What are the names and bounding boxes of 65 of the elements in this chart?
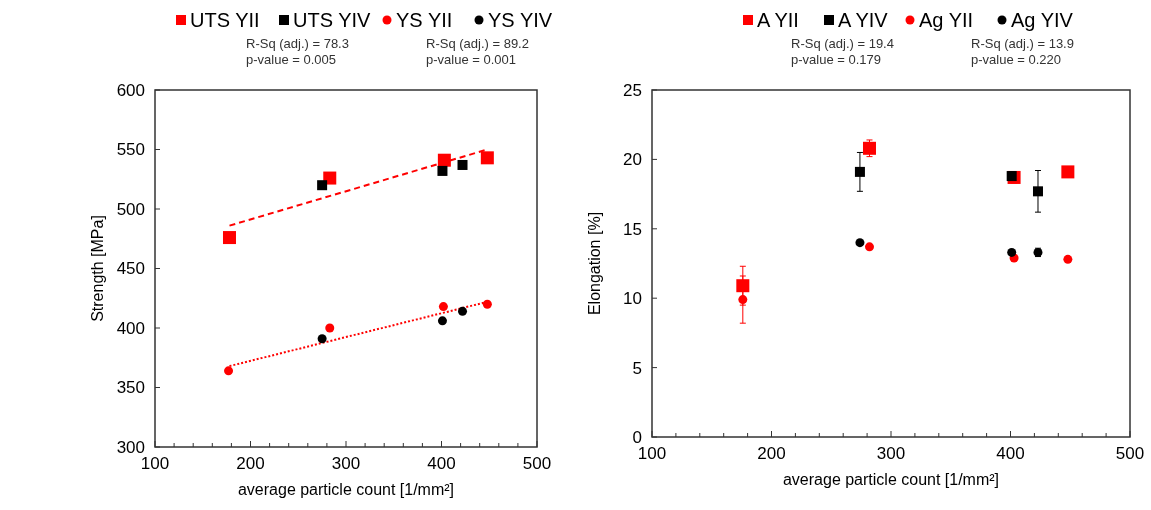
x-tick-label: 300	[876, 444, 906, 463]
point	[1061, 165, 1075, 179]
x-tick-label: 400	[996, 444, 1025, 463]
legend-label: Ag YII	[919, 9, 974, 31]
y-tick-label: 500	[116, 199, 145, 219]
y-tick-label: 600	[116, 80, 145, 100]
point	[854, 166, 865, 177]
x-tick-label: 400	[427, 454, 456, 473]
x-tick-label: 100	[140, 454, 170, 473]
y-tick-label: 10	[623, 289, 642, 309]
x-axis-title: average particle count [1/mm²]	[237, 481, 455, 498]
point	[736, 279, 750, 293]
y-tick-label: 15	[623, 219, 642, 239]
x-axis-title: average particle count [1/mm²]	[782, 471, 1000, 488]
x-tick-label: 500	[522, 454, 552, 473]
y-tick-label: 350	[116, 378, 145, 398]
y-tick-label: 20	[623, 150, 642, 170]
text: R-Sq (adj.) = 89.2	[426, 36, 529, 51]
text: p-value = 0.179	[791, 52, 881, 67]
legend-label: UTS YIV	[293, 9, 372, 31]
text: p-value = 0.001	[426, 52, 516, 67]
point	[437, 316, 447, 326]
legend-label: UTS YII	[190, 9, 260, 31]
point	[855, 238, 865, 248]
x-tick-label: 200	[757, 444, 786, 463]
y-tick-label: 25	[623, 80, 642, 100]
legend-label: YS YII	[396, 9, 453, 31]
x-tick-label: 200	[236, 454, 265, 473]
point	[317, 180, 328, 191]
legend-label: A YII	[757, 9, 799, 31]
point	[482, 299, 492, 309]
point	[437, 165, 448, 176]
point	[224, 366, 234, 376]
y-axis-title: Elongation [%]	[586, 211, 603, 316]
point	[864, 242, 874, 252]
text: R-Sq (adj.) = 13.9	[971, 36, 1074, 51]
legend-label: A YIV	[838, 9, 889, 31]
point	[1063, 254, 1073, 264]
point	[458, 306, 468, 316]
text: R-Sq (adj.) = 19.4	[791, 36, 894, 51]
point	[457, 159, 468, 170]
x-tick-label: 100	[637, 444, 667, 463]
y-tick-label: 400	[116, 318, 145, 338]
y-tick-label: 550	[116, 140, 145, 160]
legend-label: Ag YIV	[1011, 9, 1074, 31]
text: p-value = 0.005	[246, 52, 336, 67]
point	[1006, 171, 1017, 182]
point	[1032, 186, 1043, 197]
point	[480, 151, 494, 165]
point	[317, 334, 327, 344]
legend-label: YS YIV	[488, 9, 553, 31]
y-tick-label: 0	[632, 427, 642, 447]
x-tick-label: 500	[1115, 444, 1145, 463]
point	[438, 302, 448, 312]
text: R-Sq (adj.) = 78.3	[246, 36, 349, 51]
y-axis-title: Strength [MPa]	[89, 215, 106, 322]
point	[1007, 247, 1017, 257]
point	[325, 323, 335, 333]
text: p-value = 0.220	[971, 52, 1061, 67]
y-tick-label: 5	[632, 358, 642, 378]
point	[222, 231, 236, 245]
point	[437, 153, 451, 167]
x-tick-label: 300	[331, 454, 361, 473]
point	[862, 141, 876, 155]
y-tick-label: 450	[116, 259, 145, 279]
